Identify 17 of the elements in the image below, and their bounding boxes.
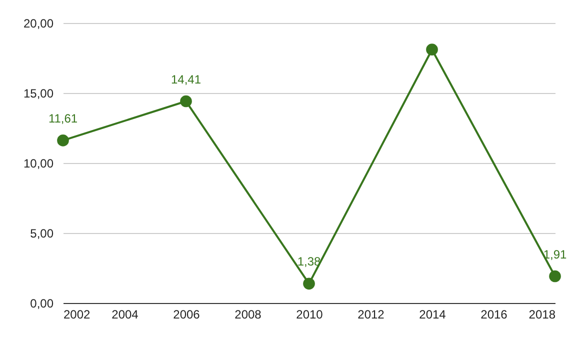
x-tick-label: 2006 <box>173 308 200 322</box>
x-tick-label: 2002 <box>64 308 91 322</box>
x-tick-label: 2016 <box>480 308 508 322</box>
x-tick-label: 2014 <box>419 308 446 322</box>
data-label: 1,91 <box>543 247 567 262</box>
y-tick-label: 10,00 <box>23 156 54 170</box>
data-label: 14,41 <box>170 72 202 86</box>
x-tick-label: 2010 <box>296 308 324 322</box>
y-tick-label: 5,00 <box>30 226 54 240</box>
y-tick-label: 15,00 <box>23 86 54 100</box>
y-tick-label: 0,00 <box>30 296 54 310</box>
x-tick-label: 2004 <box>112 308 139 322</box>
data-label: 11,61 <box>48 111 78 126</box>
x-tick-label: 2018 <box>528 308 556 322</box>
x-tick-label: 2008 <box>234 308 262 322</box>
x-tick-label: 2012 <box>358 308 385 322</box>
y-tick-label: 20,00 <box>23 16 54 30</box>
